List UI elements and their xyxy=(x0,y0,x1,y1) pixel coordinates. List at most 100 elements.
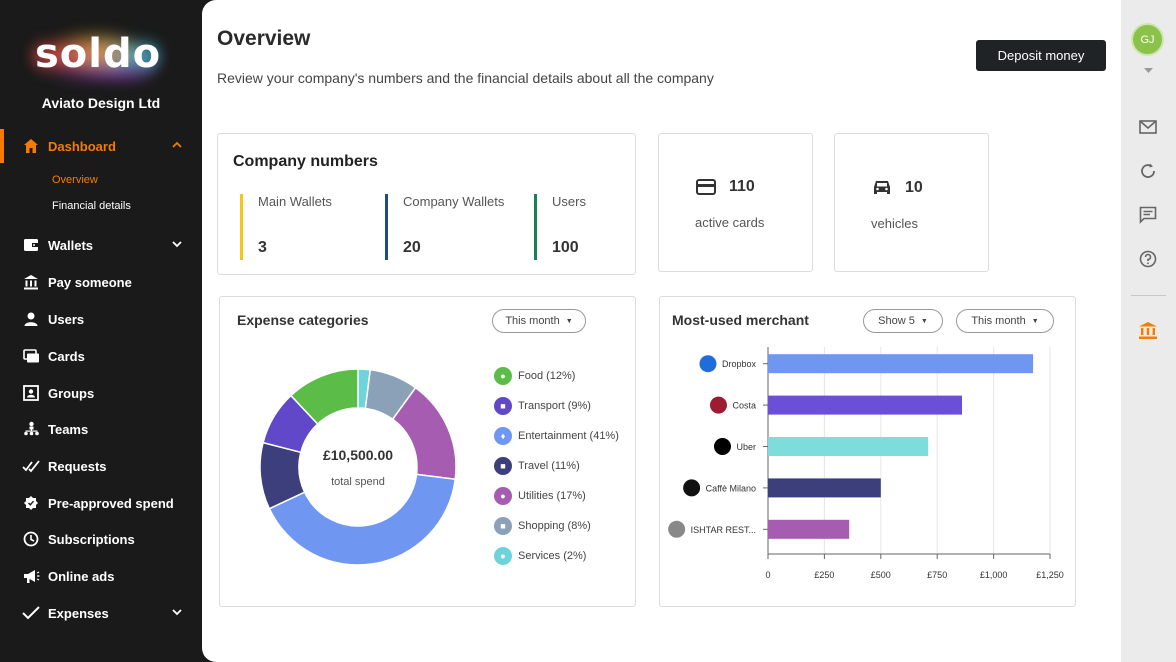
sidebar-item-subscriptions[interactable]: Subscriptions xyxy=(0,524,202,554)
transport-icon: ■ xyxy=(494,397,512,415)
y-tick-label: ISHTAR REST... xyxy=(691,525,756,535)
stat-main-wallets: Main Wallets 3 xyxy=(240,194,332,260)
travel-icon: ■ xyxy=(494,457,512,475)
sidebar-subitem-overview[interactable]: Overview xyxy=(52,174,98,186)
merchant-bar-chart: 0 £250 £500 £750 £1,000 £1,250 Dropbox Costa Ube… xyxy=(668,347,1064,580)
legend-label: Travel (11%) xyxy=(518,460,580,472)
help-icon[interactable] xyxy=(1137,248,1159,270)
caret-down-icon: ▼ xyxy=(565,317,573,325)
clock-icon xyxy=(22,530,40,548)
sidebar-item-label: Expenses xyxy=(48,605,109,621)
expense-donut-chart xyxy=(259,368,457,566)
y-tick-label: Costa xyxy=(732,401,756,411)
y-tick-label: Uber xyxy=(736,442,756,452)
ishtar-rest-logo-icon xyxy=(668,520,686,538)
chevron-up-icon xyxy=(172,141,182,152)
legend-item-shopping: ■ Shopping (8%) xyxy=(494,517,591,535)
shopping-icon: ■ xyxy=(494,517,512,535)
groups-icon xyxy=(22,384,40,402)
megaphone-icon xyxy=(22,567,40,585)
donut-total: £10,500.00 xyxy=(322,447,394,463)
sidebar-item-label: Cards xyxy=(48,348,85,364)
x-tick-label: 0 xyxy=(765,570,770,580)
home-icon xyxy=(22,137,40,155)
legend-item-entertainment: ♦ Entertainment (41%) xyxy=(494,427,619,445)
bar-uber xyxy=(768,437,929,456)
sidebar-item-groups[interactable]: Groups xyxy=(0,378,202,408)
company-name: Aviato Design Ltd xyxy=(41,95,161,111)
caret-down-icon[interactable] xyxy=(1144,61,1153,79)
expense-categories-card: Expense categories This month ▼ £10,500.… xyxy=(219,296,636,607)
services-icon: ● xyxy=(494,547,512,565)
chevron-down-icon xyxy=(172,608,182,619)
legend-label: Food (12%) xyxy=(518,370,576,382)
refresh-icon[interactable] xyxy=(1137,160,1159,182)
bar-ishtar-rest xyxy=(768,519,850,539)
legend-label: Utilities (17%) xyxy=(518,490,586,502)
legend-label: Shopping (8%) xyxy=(518,520,591,532)
x-tick-label: £500 xyxy=(871,570,891,580)
sidebar-subitem-financial-details[interactable]: Financial details xyxy=(52,200,131,212)
merchant-show-dropdown[interactable]: Show 5 ▼ xyxy=(863,309,943,333)
mail-icon[interactable] xyxy=(1137,116,1159,138)
sidebar-item-label: Wallets xyxy=(48,237,94,253)
chevron-down-icon xyxy=(172,240,182,251)
soldo-logo: soldo xyxy=(28,26,168,86)
donut-total-label: total spend xyxy=(331,476,385,488)
sidebar-item-online-ads[interactable]: Online ads xyxy=(0,561,202,591)
bank-icon xyxy=(22,273,40,291)
legend-item-services: ● Services (2%) xyxy=(494,547,586,565)
sidebar-item-label: Dashboard xyxy=(48,138,116,154)
sidebar-item-cards[interactable]: Cards xyxy=(0,341,202,371)
x-tick-label: £1,000 xyxy=(980,570,1008,580)
vehicles-label: vehicles xyxy=(871,216,918,231)
sidebar-item-teams[interactable]: Teams xyxy=(0,414,202,444)
stat-label: Company Wallets xyxy=(403,194,505,209)
sidebar-item-requests[interactable]: Requests xyxy=(0,451,202,481)
chat-icon[interactable] xyxy=(1137,204,1159,226)
sidebar-item-pay-someone[interactable]: Pay someone xyxy=(0,267,202,297)
sidebar-item-label: Users xyxy=(48,311,85,327)
utilities-icon: ● xyxy=(494,487,512,505)
stat-users: Users 100 xyxy=(534,194,586,260)
right-rail: GJ xyxy=(1121,0,1176,662)
credit-card-icon xyxy=(696,179,716,200)
stat-value: 100 xyxy=(552,239,579,256)
x-tick-label: £750 xyxy=(927,570,947,580)
x-tick-label: £1,250 xyxy=(1036,570,1064,580)
sidebar-item-dashboard[interactable]: Dashboard xyxy=(0,129,202,163)
tag-icon xyxy=(22,494,40,512)
cards-icon xyxy=(22,347,40,365)
checkmark-icon xyxy=(22,604,40,622)
merchant-period-dropdown[interactable]: This month ▼ xyxy=(956,309,1054,333)
bank-icon[interactable] xyxy=(1137,319,1159,341)
expense-period-dropdown[interactable]: This month ▼ xyxy=(492,309,586,333)
sidebar-item-label: Requests xyxy=(48,458,107,474)
y-tick-label: Dropbox xyxy=(722,359,757,369)
most-used-merchant-title: Most-used merchant xyxy=(672,312,809,328)
deposit-money-button[interactable]: Deposit money xyxy=(976,40,1106,71)
vehicles-card: 10 vehicles xyxy=(834,133,989,272)
main-panel: Overview Review your company's numbers a… xyxy=(202,0,1121,662)
sidebar-item-label: Online ads xyxy=(48,568,115,584)
wallet-icon xyxy=(22,236,40,254)
expense-categories-title: Expense categories xyxy=(237,312,369,328)
sidebar-item-users[interactable]: Users xyxy=(0,304,202,334)
bar-dropbox xyxy=(768,354,1034,374)
caret-down-icon: ▼ xyxy=(1031,317,1039,325)
requests-icon xyxy=(22,457,40,475)
bar-caff-milano xyxy=(768,478,881,498)
company-numbers-card: Company numbers Main Wallets 3 Company W… xyxy=(217,133,636,275)
stat-value: 20 xyxy=(403,239,421,256)
avatar[interactable]: GJ xyxy=(1131,23,1164,56)
page-subtitle: Review your company's numbers and the fi… xyxy=(217,70,714,86)
sidebar-item-wallets[interactable]: Wallets xyxy=(0,230,202,260)
stat-value: 3 xyxy=(258,239,267,256)
donut-slice-food xyxy=(289,368,359,426)
teams-icon xyxy=(22,420,40,438)
sidebar-item-label: Pay someone xyxy=(48,274,132,290)
caff-milano-logo-icon xyxy=(683,479,701,497)
sidebar-item-pre-approved-spend[interactable]: Pre-approved spend xyxy=(0,488,202,518)
sidebar-item-expenses[interactable]: Expenses xyxy=(0,598,202,628)
costa-logo-icon xyxy=(709,396,727,414)
